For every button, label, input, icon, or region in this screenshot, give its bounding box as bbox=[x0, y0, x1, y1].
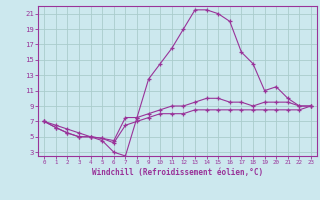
X-axis label: Windchill (Refroidissement éolien,°C): Windchill (Refroidissement éolien,°C) bbox=[92, 168, 263, 177]
